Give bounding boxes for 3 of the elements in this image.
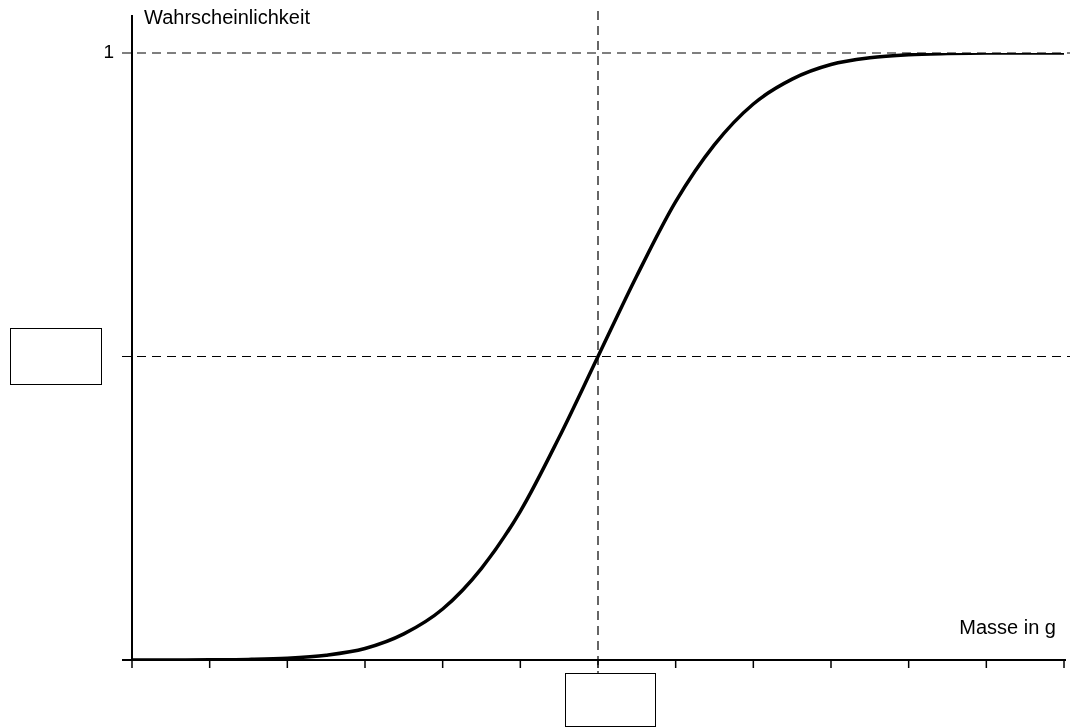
y-axis-title: Wahrscheinlichkeit (144, 5, 311, 28)
x-axis-title: Masse in g (959, 615, 1056, 638)
ref-line-label: 1 (103, 41, 114, 63)
